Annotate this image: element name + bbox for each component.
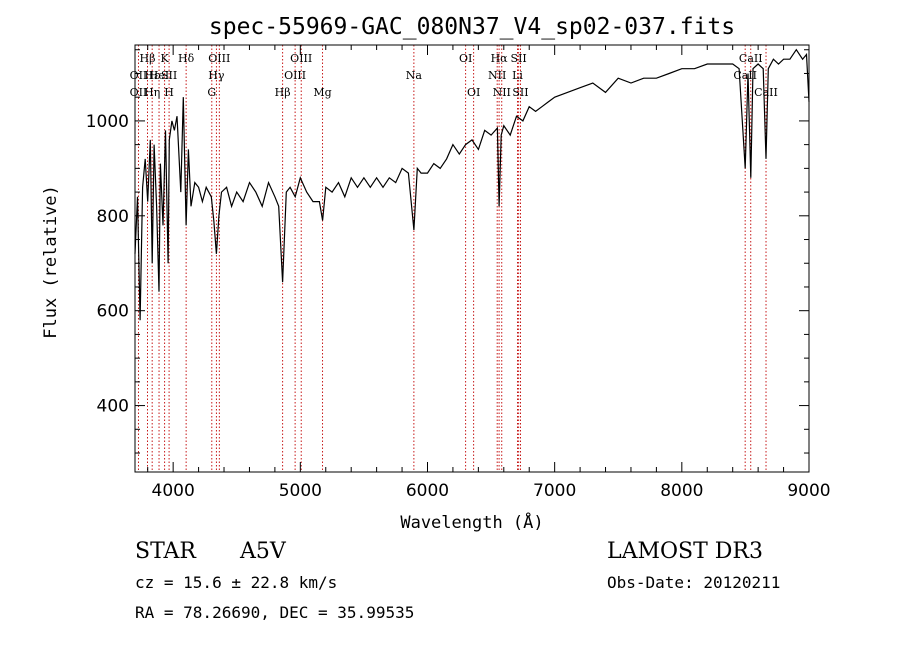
- plot-frame: [134, 44, 810, 473]
- spectral-line-label: OIII: [208, 52, 230, 65]
- spectral-line-label: K: [161, 52, 170, 65]
- x-axis-label: Wavelength (Å): [400, 511, 543, 533]
- spectral-line-label: Hγ: [208, 69, 225, 82]
- x-tick-label: 4000: [152, 481, 195, 501]
- y-tick-label: 600: [97, 302, 129, 322]
- spectral-line-label: Na: [406, 69, 423, 82]
- spectral-line-label: OII: [130, 86, 148, 99]
- spectrum-plot: spec-55969-GAC_080N37_V4_sp02-037.fits W…: [41, 14, 831, 533]
- spectral-line-label: H: [164, 86, 174, 99]
- observation-date: Obs-Date: 20120211: [607, 573, 781, 592]
- y-tick-label: 1000: [86, 112, 129, 132]
- spectral-line-label: G: [207, 86, 216, 99]
- spectrum-series-line: [134, 48, 810, 321]
- spectral-type: A5V: [240, 539, 286, 564]
- line-marker-group: [137, 45, 767, 472]
- spectral-line-label: SII: [511, 52, 527, 65]
- y-tick-label: 800: [97, 207, 129, 227]
- redshift-readout: cz = 15.6 ± 22.8 km/s: [135, 573, 338, 592]
- spectral-line-label: OIII: [284, 69, 306, 82]
- spectral-line-label: NII: [493, 86, 511, 99]
- spectral-line-label: OII: [130, 69, 148, 82]
- survey-name: LAMOST DR3: [607, 539, 763, 564]
- spectral-line-label: OI: [459, 52, 472, 65]
- y-axis-label: Flux (relative): [41, 185, 61, 339]
- spectral-line-label: OI: [467, 86, 480, 99]
- spectral-line-label: HeI: [149, 69, 169, 82]
- x-tick-label: 6000: [406, 481, 449, 501]
- spectral-line-label: OIII: [290, 52, 312, 65]
- spectral-line-label: Li: [512, 69, 523, 82]
- x-tick-label: 8000: [660, 481, 703, 501]
- spectral-line-label: Hβ: [139, 52, 155, 65]
- object-class: STAR: [135, 539, 196, 564]
- chart-title: spec-55969-GAC_080N37_V4_sp02-037.fits: [209, 14, 735, 40]
- spectral-line-label: Hα: [491, 52, 509, 65]
- x-tick-label: 9000: [787, 481, 830, 501]
- x-tick-label: 5000: [279, 481, 322, 501]
- y-tick-label: 400: [97, 397, 129, 417]
- spectral-line-label: Hε: [145, 69, 161, 82]
- x-tick-label: 7000: [533, 481, 576, 501]
- spectral-line-label: SII: [161, 69, 177, 82]
- spectral-line-label: SII: [512, 86, 528, 99]
- spectral-line-label: CaII: [739, 52, 763, 65]
- spectral-line-label: CaII: [754, 86, 778, 99]
- coordinates-readout: RA = 78.26690, DEC = 35.99535: [135, 603, 415, 622]
- axis-ticks: 4000 5000 6000 7000 8000 9000 400 600 800 1000: [86, 45, 831, 501]
- spectral-line-label: Hη: [144, 86, 160, 99]
- spectral-line-label: Mg: [313, 86, 331, 99]
- spectral-line-label: Hδ: [178, 52, 195, 65]
- spectral-line-label: Hβ: [275, 86, 291, 99]
- spectral-line-label: NII: [488, 69, 506, 82]
